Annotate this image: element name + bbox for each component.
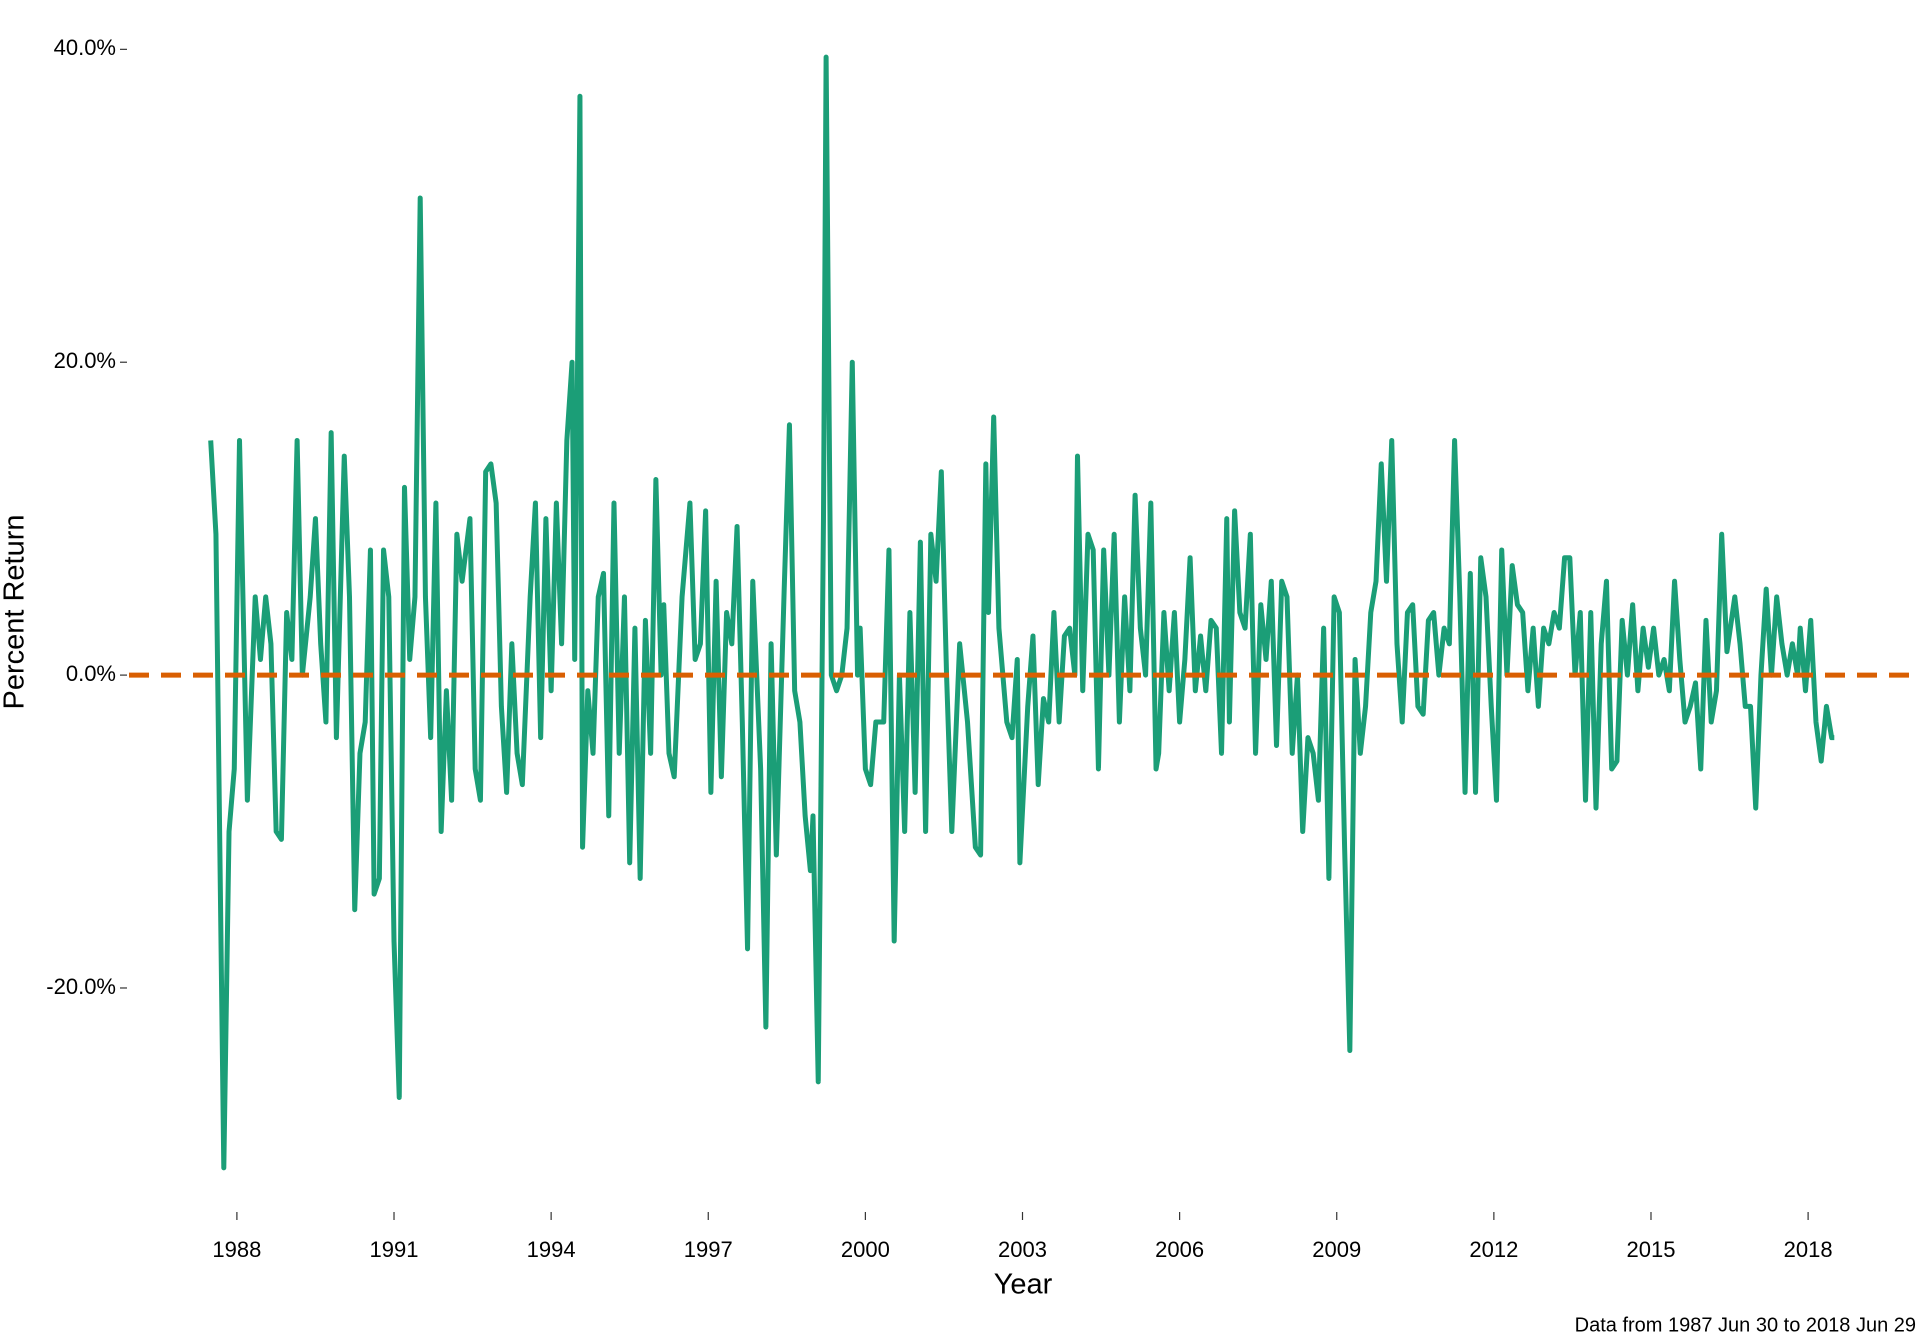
x-axis-title: Year bbox=[994, 1269, 1053, 1301]
x-tick-label: 2012 bbox=[1469, 1237, 1518, 1262]
x-tick-label: 2015 bbox=[1627, 1237, 1676, 1262]
caption: Data from 1987 Jun 30 to 2018 Jun 29 bbox=[1575, 1314, 1916, 1336]
x-tick-label: 2018 bbox=[1784, 1237, 1833, 1262]
x-tick-label: 2000 bbox=[841, 1237, 890, 1262]
x-tick-label: 1991 bbox=[370, 1237, 419, 1262]
x-tick-label: 1994 bbox=[527, 1237, 576, 1262]
x-tick-label: 2003 bbox=[998, 1237, 1047, 1262]
y-tick-label: 0.0% bbox=[66, 661, 116, 686]
data-line bbox=[208, 54, 1835, 1171]
x-tick-label: 1988 bbox=[212, 1237, 261, 1262]
x-tick-label: 2009 bbox=[1312, 1237, 1361, 1262]
y-tick-label: 20.0% bbox=[54, 348, 116, 373]
y-tick-label: -20.0% bbox=[46, 974, 116, 999]
x-tick-label: 1997 bbox=[684, 1237, 733, 1262]
y-axis-title: Percent Return bbox=[0, 514, 31, 709]
y-tick-label: 40.0% bbox=[54, 35, 116, 60]
x-tick-label: 2006 bbox=[1155, 1237, 1204, 1262]
